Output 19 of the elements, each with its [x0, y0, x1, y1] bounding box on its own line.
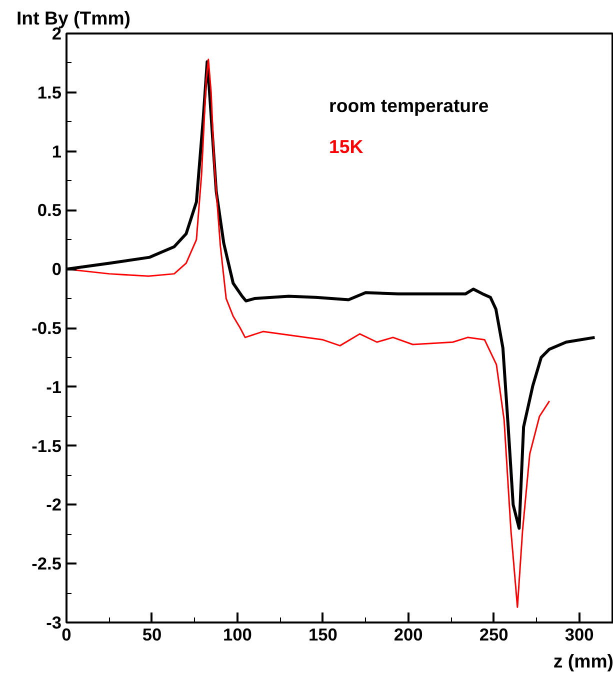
- text: room temperature: [329, 94, 489, 116]
- y-tick-label: -2.5: [32, 554, 62, 574]
- x-tick-label: 150: [308, 624, 338, 644]
- x-tick-label: 50: [142, 624, 162, 644]
- x-tick-label: 200: [394, 624, 423, 644]
- y-tick-label: -3: [46, 612, 62, 632]
- x-tick-label: 100: [222, 624, 252, 644]
- x-axis-title: z (mm): [553, 650, 613, 672]
- y-tick-label: 1.5: [37, 82, 62, 102]
- y-tick-label: 0: [52, 259, 62, 280]
- y-tick-label: -1.5: [32, 436, 62, 456]
- y-tick-label: 1: [52, 141, 62, 162]
- text: 15K: [329, 136, 364, 158]
- y-tick-label: -2: [46, 494, 62, 515]
- y-tick-label: -1: [46, 376, 62, 397]
- x-tick-label: 300: [564, 624, 594, 644]
- x-tick-label: 250: [479, 624, 508, 644]
- y-tick-label: -0.5: [32, 318, 62, 338]
- y-tick-label: 0.5: [37, 200, 62, 220]
